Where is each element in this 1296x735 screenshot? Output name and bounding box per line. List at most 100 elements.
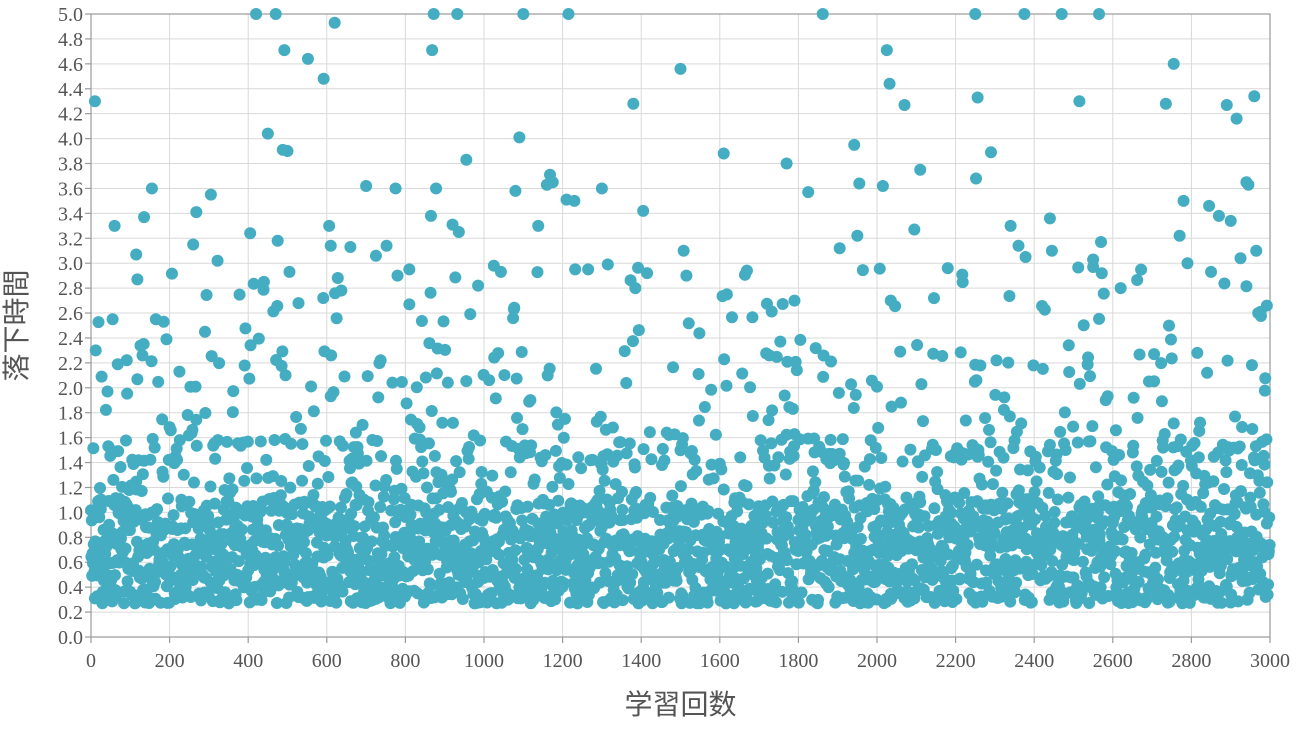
data-point xyxy=(1263,511,1276,524)
data-point xyxy=(472,279,485,292)
data-point xyxy=(525,439,538,452)
data-point xyxy=(1144,463,1157,476)
data-point xyxy=(452,226,465,239)
data-point xyxy=(1089,461,1102,474)
data-point xyxy=(1133,348,1146,361)
data-point xyxy=(223,472,236,485)
data-point xyxy=(656,442,669,455)
data-point xyxy=(701,596,714,609)
data-point xyxy=(1050,448,1063,461)
data-point xyxy=(1261,588,1274,601)
data-point xyxy=(927,347,940,360)
data-point xyxy=(238,359,251,372)
data-point xyxy=(847,402,860,415)
data-point xyxy=(307,405,320,418)
data-point xyxy=(1015,417,1028,430)
data-point xyxy=(413,421,426,434)
data-point xyxy=(1135,263,1148,276)
data-point xyxy=(271,299,284,312)
data-point xyxy=(131,373,144,386)
data-point xyxy=(616,594,629,607)
data-point xyxy=(1048,516,1061,529)
y-tick-label: 3.2 xyxy=(58,228,83,250)
data-point xyxy=(1191,346,1204,359)
data-point xyxy=(156,413,169,426)
data-point xyxy=(611,449,624,462)
data-point xyxy=(1028,486,1041,499)
data-point xyxy=(404,508,417,521)
data-point xyxy=(270,596,283,609)
data-point xyxy=(1095,236,1108,249)
data-point xyxy=(1039,509,1052,522)
data-point xyxy=(1101,478,1114,491)
data-point xyxy=(988,527,1001,540)
y-tick-label: 4.2 xyxy=(58,104,83,126)
data-point xyxy=(593,484,606,497)
data-point xyxy=(92,316,105,329)
data-point xyxy=(1075,587,1088,600)
data-point xyxy=(317,72,330,85)
data-point xyxy=(786,575,799,588)
data-point xyxy=(330,312,343,325)
data-point xyxy=(1042,486,1055,499)
data-point xyxy=(1072,261,1085,274)
data-point xyxy=(718,353,731,366)
data-point xyxy=(389,182,402,195)
data-point xyxy=(232,555,245,568)
data-point xyxy=(1192,451,1205,464)
data-point xyxy=(972,448,985,461)
data-point xyxy=(776,585,789,598)
data-point xyxy=(1262,578,1275,591)
data-point xyxy=(410,381,423,394)
data-point xyxy=(1120,500,1133,513)
data-point xyxy=(403,298,416,311)
data-point xyxy=(239,322,252,335)
data-point xyxy=(720,288,733,301)
x-tick-label: 1600 xyxy=(700,650,740,672)
data-point xyxy=(954,346,967,359)
data-point xyxy=(646,505,659,518)
data-point xyxy=(863,453,876,466)
data-point xyxy=(1158,427,1171,440)
data-point xyxy=(516,514,529,527)
x-tick-label: 1200 xyxy=(543,650,583,672)
data-point xyxy=(1050,468,1063,481)
data-point xyxy=(441,376,454,389)
data-point xyxy=(1018,8,1031,20)
data-point xyxy=(979,412,992,425)
data-point xyxy=(858,564,871,577)
data-point xyxy=(1203,199,1216,212)
data-point xyxy=(244,227,257,240)
data-point xyxy=(492,347,505,360)
data-point xyxy=(562,8,575,20)
data-point xyxy=(615,485,628,498)
data-point xyxy=(692,414,705,427)
data-point xyxy=(787,449,800,462)
data-point xyxy=(914,496,927,509)
data-point xyxy=(844,574,857,587)
data-point xyxy=(997,451,1010,464)
data-point xyxy=(822,581,835,594)
data-point xyxy=(1260,299,1273,312)
data-point xyxy=(1033,461,1046,474)
data-point xyxy=(462,452,475,465)
data-point xyxy=(644,491,657,504)
y-tick-label: 4.6 xyxy=(58,54,83,76)
data-point xyxy=(1012,239,1025,252)
data-point xyxy=(1051,493,1064,506)
data-point xyxy=(187,238,200,251)
data-point xyxy=(787,495,800,508)
data-point xyxy=(340,487,353,500)
data-point xyxy=(451,8,464,20)
data-point xyxy=(1101,390,1114,403)
data-point xyxy=(1054,425,1067,438)
data-point xyxy=(620,377,633,390)
data-point xyxy=(227,385,240,398)
x-tick-label: 0 xyxy=(86,650,96,672)
data-point xyxy=(629,282,642,295)
data-point xyxy=(119,542,132,555)
y-tick-label: 1.8 xyxy=(58,403,83,425)
data-point xyxy=(284,481,297,494)
data-point xyxy=(676,589,689,602)
